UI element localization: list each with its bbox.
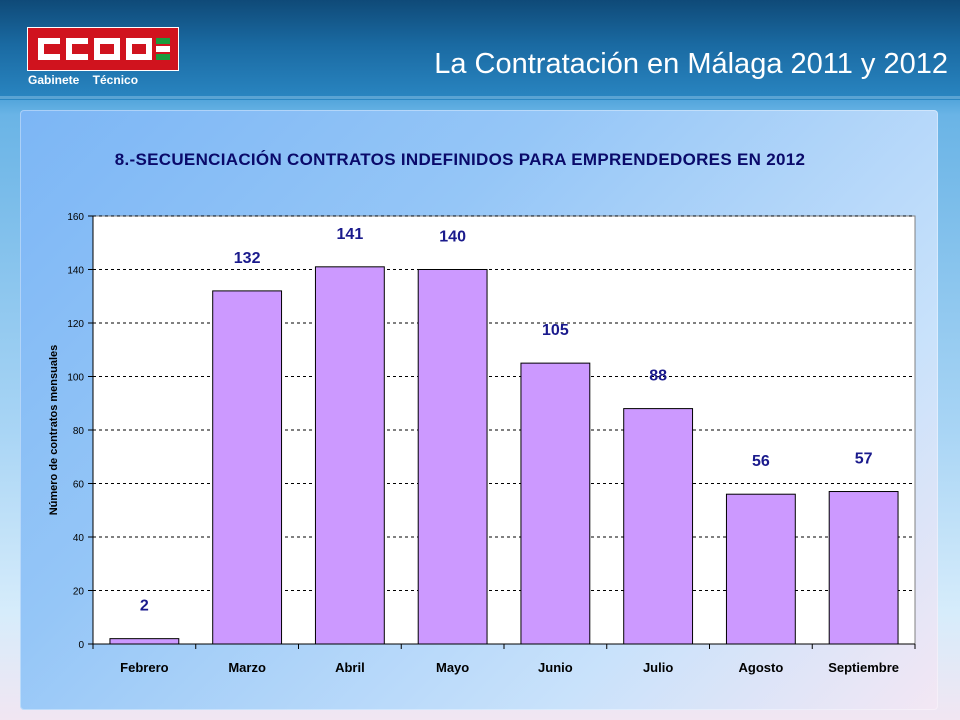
y-tick-label: 40 bbox=[73, 533, 85, 544]
bar bbox=[828, 491, 899, 645]
x-tick-label: Septiembre bbox=[828, 660, 899, 675]
bar bbox=[109, 638, 180, 645]
data-label: 140 bbox=[439, 229, 466, 246]
x-tick-label: Junio bbox=[538, 660, 573, 675]
ccoo-logo bbox=[27, 27, 179, 71]
logo-subtitle: Gabinete Técnico bbox=[28, 73, 139, 87]
bar bbox=[417, 269, 488, 645]
chart-title: 8.-SECUENCIACIÓN CONTRATOS INDEFINIDOS P… bbox=[114, 150, 806, 169]
y-tick-label: 60 bbox=[73, 480, 85, 491]
data-label: 88 bbox=[649, 368, 667, 385]
y-axis-label: Número de contratos mensuales bbox=[48, 345, 60, 516]
data-label: 141 bbox=[337, 226, 364, 243]
page-title: La Contratación en Málaga 2011 y 2012 bbox=[434, 48, 948, 80]
y-tick-label: 140 bbox=[67, 266, 84, 277]
x-tick-label: Agosto bbox=[738, 660, 783, 675]
x-tick-label: Mayo bbox=[436, 660, 469, 675]
data-label: 56 bbox=[752, 453, 770, 470]
bar bbox=[623, 408, 694, 645]
x-tick-label: Marzo bbox=[228, 660, 266, 675]
bar bbox=[314, 266, 385, 645]
ccoo-logo-mark bbox=[38, 38, 170, 60]
bar bbox=[212, 290, 283, 645]
y-tick-label: 20 bbox=[73, 587, 85, 598]
data-label: 132 bbox=[234, 250, 261, 267]
data-label: 57 bbox=[855, 451, 873, 468]
y-tick-label: 0 bbox=[78, 640, 84, 651]
y-tick-label: 80 bbox=[73, 426, 85, 437]
data-label: 105 bbox=[542, 322, 569, 339]
data-label: 2 bbox=[140, 598, 149, 615]
x-tick-label: Abril bbox=[335, 660, 365, 675]
header-divider bbox=[0, 96, 960, 99]
x-tick-label: Julio bbox=[643, 660, 673, 675]
y-tick-label: 120 bbox=[67, 319, 84, 330]
y-tick-label: 160 bbox=[67, 212, 84, 223]
y-tick-label: 100 bbox=[67, 373, 84, 384]
bar bbox=[725, 493, 796, 645]
bar bbox=[520, 362, 591, 645]
x-tick-label: Febrero bbox=[120, 660, 168, 675]
